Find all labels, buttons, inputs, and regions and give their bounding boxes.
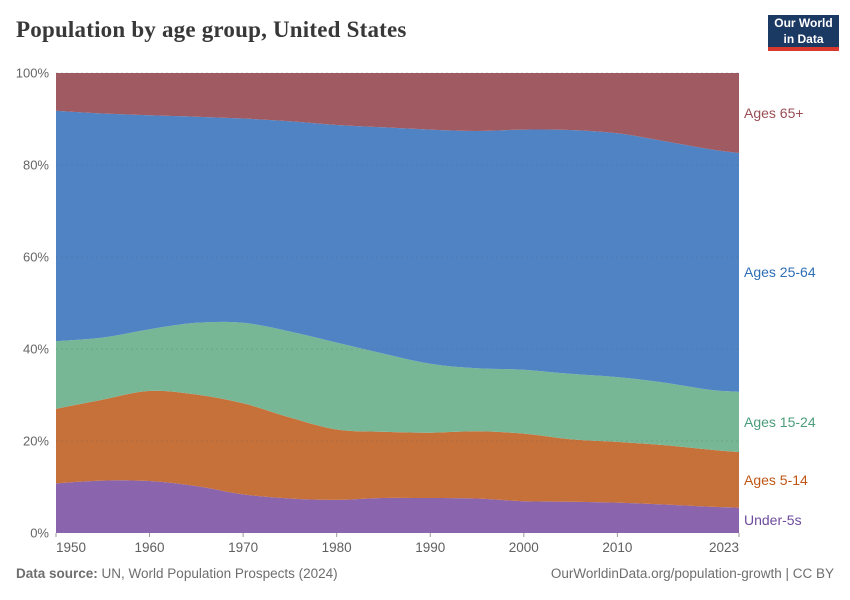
legend-label-ages-25-64[interactable]: Ages 25-64 [744,264,816,281]
area-ages-5-14[interactable] [56,390,739,508]
area-ages-25-64[interactable] [56,110,739,392]
x-tick-label-2010: 2010 [602,540,633,555]
credit-link[interactable]: OurWorldinData.org/population-growth | C… [550,566,834,581]
y-tick-label-60: 60% [22,249,49,265]
x-tick-label-1990: 1990 [415,540,446,555]
legend-label-ages-5-14[interactable]: Ages 5-14 [744,471,808,488]
data-source-note: Data source: UN, World Population Prospe… [16,566,338,581]
data-source-label: Data source: [16,566,98,581]
owid-logo-line1: Our World [774,15,833,30]
area-under-5s[interactable] [56,480,739,533]
area-ages-15-24[interactable] [56,321,739,452]
x-tick-label-1970: 1970 [228,540,259,555]
owid-logo-line2: in Data [783,32,824,46]
data-source-text: UN, World Population Prospects (2024) [101,566,338,581]
y-tick-label-20: 20% [22,433,49,449]
owid-logo[interactable]: Our World in Data [768,15,839,51]
footer: Data source: UN, World Population Prospe… [16,566,834,581]
x-tick-label-1980: 1980 [321,540,352,555]
x-tick-label-1960: 1960 [134,540,165,555]
y-tick-label-0: 0% [30,525,49,541]
y-tick-label-100: 100% [15,65,49,81]
x-tick-label-2000: 2000 [508,540,539,555]
legend-label-under-5s[interactable]: Under-5s [744,512,802,529]
y-tick-label-40: 40% [22,341,49,357]
area-ages-65[interactable] [56,73,739,153]
page-title: Population by age group, United States [16,17,407,42]
legend-label-ages-15-24[interactable]: Ages 15-24 [744,413,816,430]
x-tick-label-2023: 2023 [708,540,739,555]
legend-label-ages-65[interactable]: Ages 65+ [744,105,804,122]
y-tick-label-80: 80% [22,157,49,173]
x-tick-label-1950: 1950 [56,540,87,555]
